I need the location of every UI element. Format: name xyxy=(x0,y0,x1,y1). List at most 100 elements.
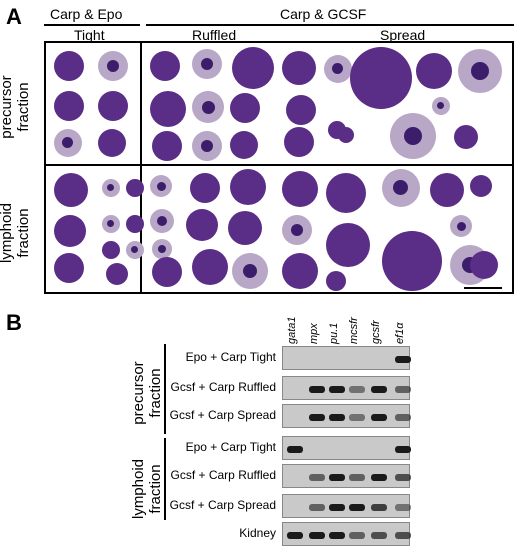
cell-image xyxy=(230,93,260,123)
gel-band xyxy=(349,474,365,481)
row-label-precursor: precursor fraction xyxy=(0,75,32,139)
cell-image xyxy=(326,223,370,267)
gel-band xyxy=(329,386,345,393)
subheader-spread: Spread xyxy=(380,27,426,43)
group-bracket-lymphoid xyxy=(164,438,166,520)
cell-image xyxy=(232,253,268,289)
gene-label: gcsfr xyxy=(370,320,382,344)
subheader-ruffled: Ruffled xyxy=(192,27,237,43)
cell-image xyxy=(126,179,144,197)
cell-image xyxy=(54,129,82,157)
cell-image xyxy=(338,127,354,143)
cell-image xyxy=(230,131,258,159)
gel-band xyxy=(329,504,345,511)
gel-lane-strip xyxy=(282,464,411,488)
cell-nucleus xyxy=(158,245,166,253)
gene-label: mcsfr xyxy=(348,317,360,344)
gel-band xyxy=(329,532,345,539)
cell-image xyxy=(350,47,412,109)
cell-nucleus xyxy=(62,137,73,148)
cell-image xyxy=(152,131,182,161)
cell-image xyxy=(416,53,452,89)
cell-image xyxy=(150,91,186,127)
gel-band xyxy=(309,532,325,539)
gel-band xyxy=(329,474,345,481)
header-carp-gcsf: Carp & GCSF xyxy=(280,6,367,22)
cell-nucleus xyxy=(107,220,114,227)
gel-band xyxy=(309,474,325,481)
cell-image xyxy=(470,251,498,279)
cell-nucleus xyxy=(157,216,167,226)
cell-nucleus xyxy=(107,184,114,191)
gel-row-label: Gcsf + Carp Spread xyxy=(169,498,276,512)
cell-image xyxy=(324,55,352,83)
gel-band xyxy=(371,386,387,393)
gel-band xyxy=(371,532,387,539)
row-label-lymphoid: lymphoid fraction xyxy=(0,202,32,264)
cell-image xyxy=(286,95,316,125)
cell-image xyxy=(126,241,144,259)
gene-label: ef1α xyxy=(394,322,406,344)
cell-image xyxy=(152,239,172,259)
cell-image xyxy=(54,253,84,283)
gel-row-label: Gcsf + Carp Spread xyxy=(169,408,276,422)
cell-image xyxy=(450,215,472,237)
gel-band xyxy=(371,504,387,511)
gel-row-label: Gcsf + Carp Ruffled xyxy=(170,380,277,394)
cell-image xyxy=(230,169,266,205)
gel-lane-strip xyxy=(282,522,411,546)
gel-band xyxy=(309,386,325,393)
cell-image xyxy=(102,241,120,259)
cell-nucleus xyxy=(157,182,166,191)
gene-label: pu.1 xyxy=(328,322,340,344)
cell-image xyxy=(326,271,346,291)
gel-row-label: Gcsf + Carp Ruffled xyxy=(170,468,277,482)
cell-nucleus xyxy=(291,224,303,236)
cell-image xyxy=(282,171,318,207)
gel-band xyxy=(395,356,411,363)
cell-image xyxy=(470,175,492,197)
cell-image xyxy=(192,49,222,79)
cell-image xyxy=(98,91,128,121)
cell-image xyxy=(192,131,222,161)
micrograph-panel xyxy=(44,41,514,294)
cell-image xyxy=(186,209,218,241)
cell-image xyxy=(282,253,318,289)
gel-band xyxy=(395,504,411,511)
cell-nucleus xyxy=(457,222,466,231)
cell-image xyxy=(458,49,502,93)
gel-band xyxy=(395,414,411,421)
cell-image xyxy=(284,127,314,157)
panel-a-letter: A xyxy=(6,4,22,29)
group-label-precursor: precursor fraction xyxy=(130,361,164,425)
gel-band xyxy=(349,386,365,393)
gel-lane-strip xyxy=(282,376,411,400)
cell-image xyxy=(282,51,316,85)
gel-band xyxy=(395,386,411,393)
cell-image xyxy=(382,169,420,207)
gene-label: mpx xyxy=(308,323,320,344)
cell-image xyxy=(126,215,144,233)
cell-image xyxy=(150,51,180,81)
cell-image xyxy=(106,263,128,285)
gel-lane-strip xyxy=(282,494,411,518)
header-gcsf-rule xyxy=(146,24,514,26)
header-carp-epo: Carp & Epo xyxy=(50,6,123,22)
cell-nucleus xyxy=(393,180,408,195)
cell-image xyxy=(454,125,478,149)
cell-nucleus xyxy=(437,102,444,109)
cell-nucleus xyxy=(131,246,138,253)
cell-image xyxy=(54,173,88,207)
cell-image xyxy=(326,173,366,213)
cell-nucleus xyxy=(243,264,257,278)
header-epo-rule xyxy=(44,24,140,26)
panel-b-letter: B xyxy=(6,310,22,335)
group-bracket-precursor xyxy=(164,344,166,434)
cell-nucleus xyxy=(201,140,213,152)
gel-lane-strip xyxy=(282,346,411,370)
gene-label: gata1 xyxy=(286,316,298,344)
cell-image xyxy=(150,209,174,233)
gel-row-label: Epo + Carp Tight xyxy=(185,350,276,364)
cell-image xyxy=(432,97,450,115)
gel-band xyxy=(349,532,365,539)
